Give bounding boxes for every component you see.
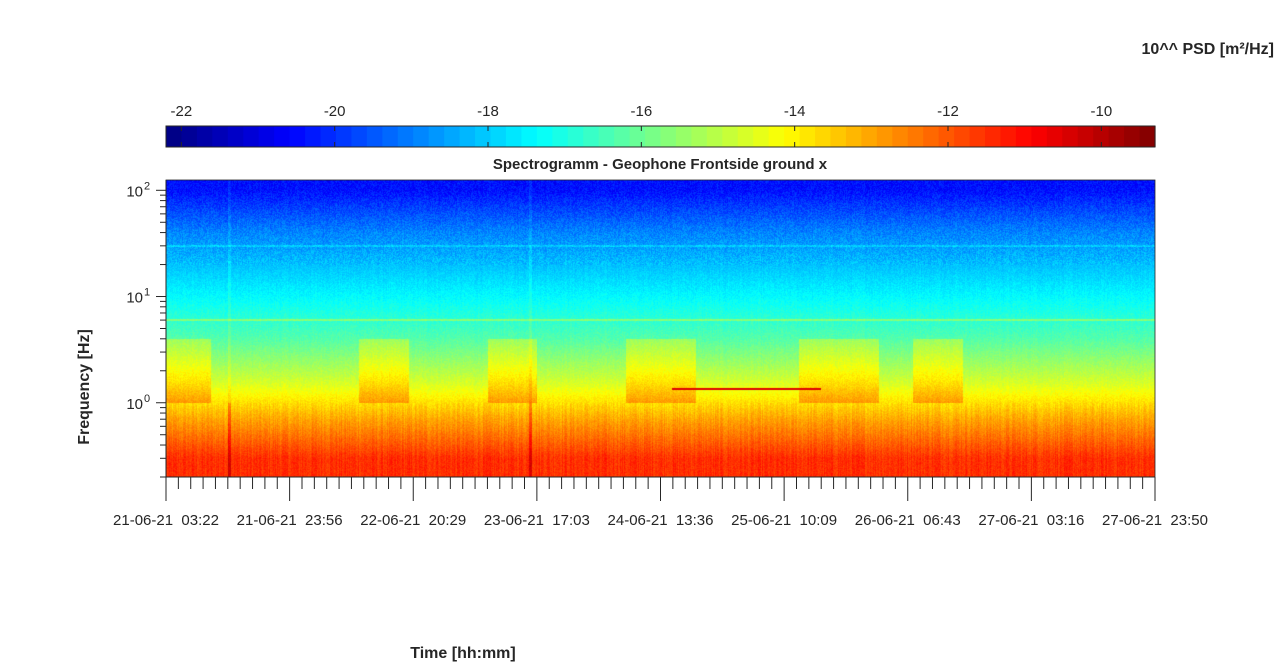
colorbar-cell <box>320 126 337 147</box>
x-tick-label: 27-06-21 03:16 <box>978 512 1084 529</box>
x-tick-label: 21-06-21 03:22 <box>113 512 219 529</box>
colorbar-tick-label: -14 <box>784 103 806 120</box>
colorbar-cell <box>1031 126 1048 147</box>
colorbar-cell <box>1062 126 1079 147</box>
colorbar-cell <box>335 126 353 147</box>
colorbar-cell <box>876 126 893 147</box>
x-tick-label: 24-06-21 13:36 <box>608 512 714 529</box>
colorbar-cell <box>583 126 600 147</box>
colorbar-cell <box>227 126 244 147</box>
colorbar-tick-label: -10 <box>1090 103 1112 120</box>
y-tick-label: 10 <box>126 396 143 413</box>
colorbar-cell <box>954 126 971 147</box>
colorbar-cell <box>675 126 693 147</box>
colorbar-cell <box>830 126 847 147</box>
colorbar-cell <box>243 126 260 147</box>
colorbar-cell <box>907 126 924 147</box>
colorbar-cell <box>706 126 723 147</box>
colorbar-cell <box>969 126 986 147</box>
colorbar-tick-label: -16 <box>630 103 652 120</box>
colorbar-cell <box>691 126 708 147</box>
colorbar-cell <box>1000 126 1017 147</box>
colorbar-cell <box>629 126 646 147</box>
colorbar-cell <box>815 126 832 147</box>
colorbar-cell <box>490 126 507 147</box>
colorbar-cell <box>1046 126 1063 147</box>
colorbar-tick-label: -18 <box>477 103 499 120</box>
y-tick-exponent: 2 <box>144 180 150 192</box>
colorbar-cell <box>614 126 631 147</box>
colorbar-cell <box>645 126 662 147</box>
colorbar-cell <box>768 126 785 147</box>
colorbar-cell <box>258 126 275 147</box>
colorbar-cell <box>505 126 523 147</box>
colorbar-cell <box>475 126 492 147</box>
colorbar-cell <box>382 126 399 147</box>
colorbar-cell <box>799 126 816 147</box>
colorbar-label: 10^^ PSD [m²/Hz] <box>1142 41 1274 58</box>
colorbar: -22 -20 -18 -16 -14 -12 -10 <box>165 103 1156 148</box>
y-tick-exponent: 0 <box>144 393 150 405</box>
colorbar-cell <box>923 126 940 147</box>
colorbar-tick-label: -22 <box>170 103 192 120</box>
colorbar-cell <box>444 126 461 147</box>
colorbar-cell <box>289 126 306 147</box>
colorbar-cell <box>861 126 878 147</box>
colorbar-cell <box>536 126 553 147</box>
colorbar-cell <box>166 126 183 147</box>
x-tick-label: 27-06-21 23:50 <box>1102 512 1208 529</box>
colorbar-cell <box>985 126 1002 147</box>
spectrogram-heatmap <box>166 180 1155 477</box>
colorbar-cell <box>1093 126 1110 147</box>
colorbar-cell <box>428 126 445 147</box>
colorbar-tick-label: -12 <box>937 103 959 120</box>
colorbar-cell <box>274 126 291 147</box>
y-axis-label: Frequency [Hz] <box>76 329 93 445</box>
colorbar-cell <box>753 126 770 147</box>
x-axis: 21-06-21 03:22 21-06-21 23:56 22-06-21 20:… <box>113 476 1208 529</box>
colorbar-cell <box>212 126 229 147</box>
colorbar-cell <box>722 126 739 147</box>
x-tick-label: 26-06-21 06:43 <box>855 512 961 529</box>
x-axis-label: Time [hh:mm] <box>410 645 515 662</box>
colorbar-tick-label: -20 <box>324 103 346 120</box>
colorbar-cell <box>1015 126 1032 147</box>
colorbar-cell <box>892 126 909 147</box>
colorbar-cell <box>552 126 569 147</box>
y-tick-exponent: 1 <box>144 287 150 299</box>
colorbar-cell <box>737 126 754 147</box>
colorbar-cell <box>1108 126 1125 147</box>
colorbar-cell <box>521 126 538 147</box>
colorbar-cell <box>397 126 414 147</box>
colorbar-cell <box>1124 126 1141 147</box>
colorbar-cell <box>305 126 322 147</box>
colorbar-cell <box>351 126 368 147</box>
colorbar-cell <box>196 126 213 147</box>
colorbar-cell <box>598 126 615 147</box>
y-tick-label: 10 <box>126 290 143 307</box>
colorbar-cell <box>413 126 430 147</box>
x-tick-label: 25-06-21 10:09 <box>731 512 837 529</box>
y-tick-label: 10 <box>126 183 143 200</box>
colorbar-cell <box>784 126 801 147</box>
colorbar-cell <box>938 126 955 147</box>
colorbar-cell <box>181 126 198 147</box>
colorbar-cell <box>845 126 862 147</box>
colorbar-cell <box>660 126 677 147</box>
colorbar-cell <box>567 126 584 147</box>
colorbar-cell <box>366 126 383 147</box>
x-tick-label: 23-06-21 17:03 <box>484 512 590 529</box>
chart-title: Spectrogramm - Geophone Frontside ground… <box>493 156 828 173</box>
colorbar-cell <box>1139 126 1156 147</box>
x-tick-label: 21-06-21 23:56 <box>237 512 343 529</box>
colorbar-cell <box>459 126 476 147</box>
colorbar-cell <box>1077 126 1094 147</box>
x-tick-label: 22-06-21 20:29 <box>360 512 466 529</box>
